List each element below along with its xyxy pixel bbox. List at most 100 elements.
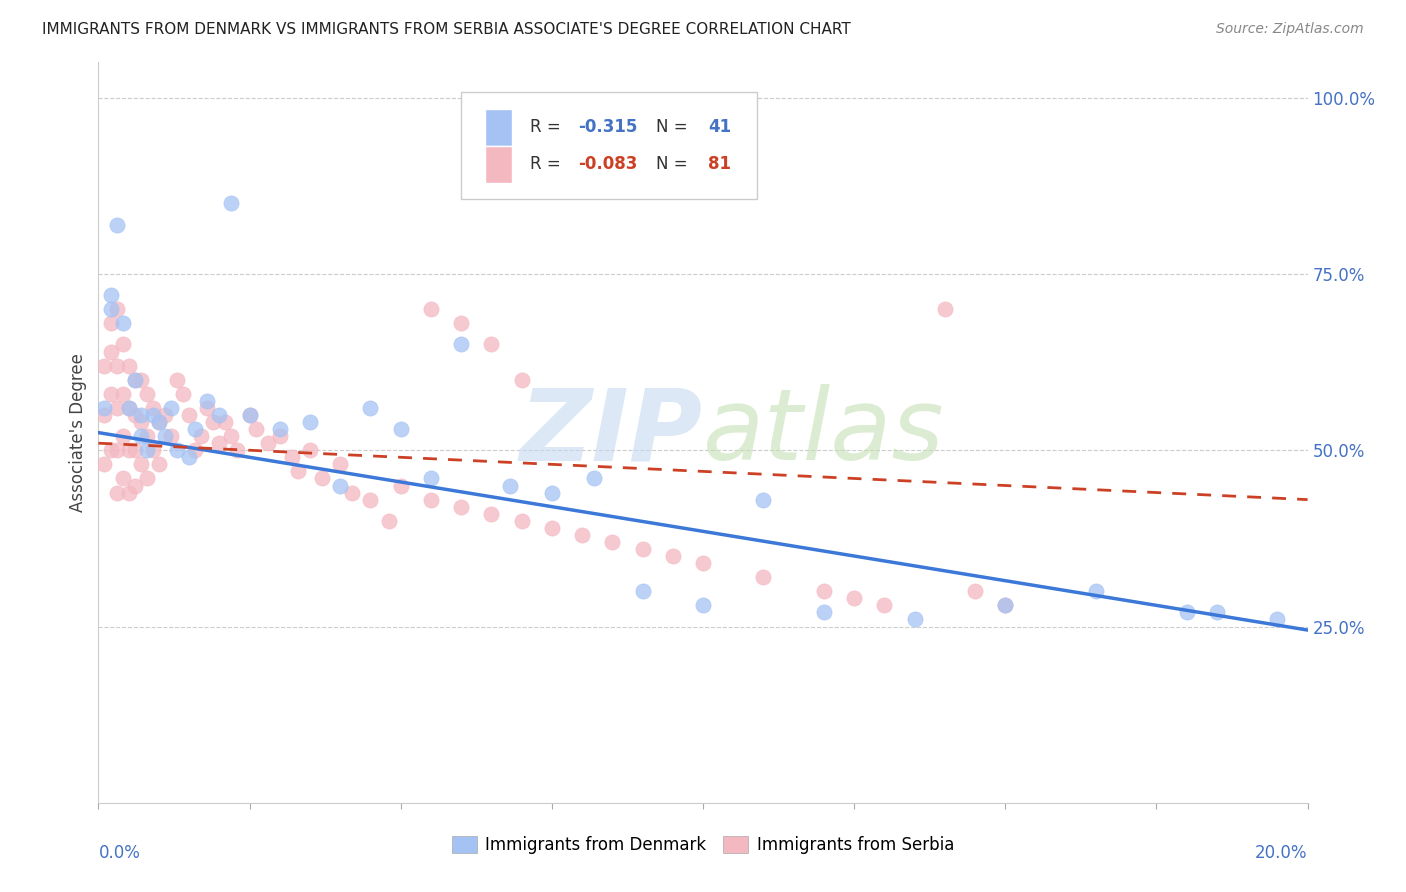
Point: [118, 443, 141, 458]
Text: Source: ZipAtlas.com: Source: ZipAtlas.com: [1216, 22, 1364, 37]
Point: [226, 443, 249, 458]
Point: [342, 485, 364, 500]
Point: [129, 408, 152, 422]
Point: [498, 478, 520, 492]
Point: [299, 415, 322, 429]
FancyBboxPatch shape: [485, 146, 512, 183]
Point: [111, 337, 134, 351]
Point: [287, 464, 309, 478]
Point: [111, 387, 134, 401]
Point: [93, 359, 115, 373]
Point: [844, 591, 866, 606]
Point: [105, 218, 128, 232]
Point: [172, 387, 194, 401]
Point: [100, 316, 122, 330]
Point: [195, 393, 218, 408]
Point: [214, 415, 236, 429]
Text: ZIP: ZIP: [520, 384, 703, 481]
Point: [420, 471, 443, 485]
Point: [994, 599, 1017, 613]
Point: [135, 443, 157, 458]
Point: [510, 514, 533, 528]
Point: [661, 549, 683, 563]
Point: [184, 443, 207, 458]
Point: [269, 422, 291, 436]
Text: 0.0%: 0.0%: [98, 844, 141, 862]
Point: [129, 458, 152, 472]
Point: [389, 478, 412, 492]
Point: [481, 337, 503, 351]
Point: [105, 302, 128, 317]
Point: [179, 408, 201, 422]
Point: [148, 458, 170, 472]
Point: [142, 408, 165, 422]
Text: N =: N =: [655, 155, 693, 173]
Text: 20.0%: 20.0%: [1256, 844, 1308, 862]
Point: [166, 373, 188, 387]
Point: [540, 485, 562, 500]
Point: [105, 485, 128, 500]
Point: [148, 415, 170, 429]
Point: [571, 528, 593, 542]
Point: [100, 387, 122, 401]
Point: [1175, 606, 1198, 620]
Point: [93, 458, 115, 472]
Point: [481, 507, 503, 521]
Y-axis label: Associate's Degree: Associate's Degree: [69, 353, 87, 512]
Point: [105, 401, 128, 415]
Point: [934, 302, 956, 317]
Point: [105, 359, 128, 373]
Point: [135, 471, 157, 485]
Point: [124, 373, 146, 387]
Point: [631, 584, 654, 599]
Point: [93, 401, 115, 415]
Point: [813, 584, 835, 599]
Legend: Immigrants from Denmark, Immigrants from Serbia: Immigrants from Denmark, Immigrants from…: [446, 830, 960, 861]
Point: [153, 408, 176, 422]
Point: [105, 443, 128, 458]
Point: [269, 429, 291, 443]
Point: [389, 422, 412, 436]
Point: [311, 471, 333, 485]
Point: [118, 359, 141, 373]
Text: R =: R =: [530, 155, 567, 173]
Point: [239, 408, 262, 422]
Text: -0.315: -0.315: [578, 118, 638, 136]
Point: [692, 556, 714, 570]
Point: [129, 429, 152, 443]
Point: [540, 521, 562, 535]
FancyBboxPatch shape: [485, 109, 512, 146]
Point: [904, 612, 927, 626]
Text: N =: N =: [655, 118, 693, 136]
Point: [202, 415, 225, 429]
Point: [813, 606, 835, 620]
Point: [281, 450, 304, 465]
Point: [100, 288, 122, 302]
Point: [129, 373, 152, 387]
Point: [239, 408, 262, 422]
Point: [873, 599, 896, 613]
Point: [100, 344, 122, 359]
Point: [602, 535, 624, 549]
Point: [135, 387, 157, 401]
Point: [190, 429, 212, 443]
Point: [195, 401, 218, 415]
Point: [118, 485, 141, 500]
Point: [184, 422, 207, 436]
Point: [153, 429, 176, 443]
Point: [245, 422, 267, 436]
Point: [329, 458, 352, 472]
Point: [1206, 606, 1229, 620]
Point: [256, 436, 278, 450]
Point: [360, 401, 382, 415]
Text: atlas: atlas: [703, 384, 945, 481]
Point: [118, 401, 141, 415]
Point: [100, 302, 122, 317]
Point: [752, 492, 775, 507]
Point: [166, 443, 188, 458]
Text: R =: R =: [530, 118, 567, 136]
Point: [965, 584, 987, 599]
Text: IMMIGRANTS FROM DENMARK VS IMMIGRANTS FROM SERBIA ASSOCIATE'S DEGREE CORRELATION: IMMIGRANTS FROM DENMARK VS IMMIGRANTS FR…: [42, 22, 851, 37]
Point: [111, 429, 134, 443]
Point: [299, 443, 322, 458]
